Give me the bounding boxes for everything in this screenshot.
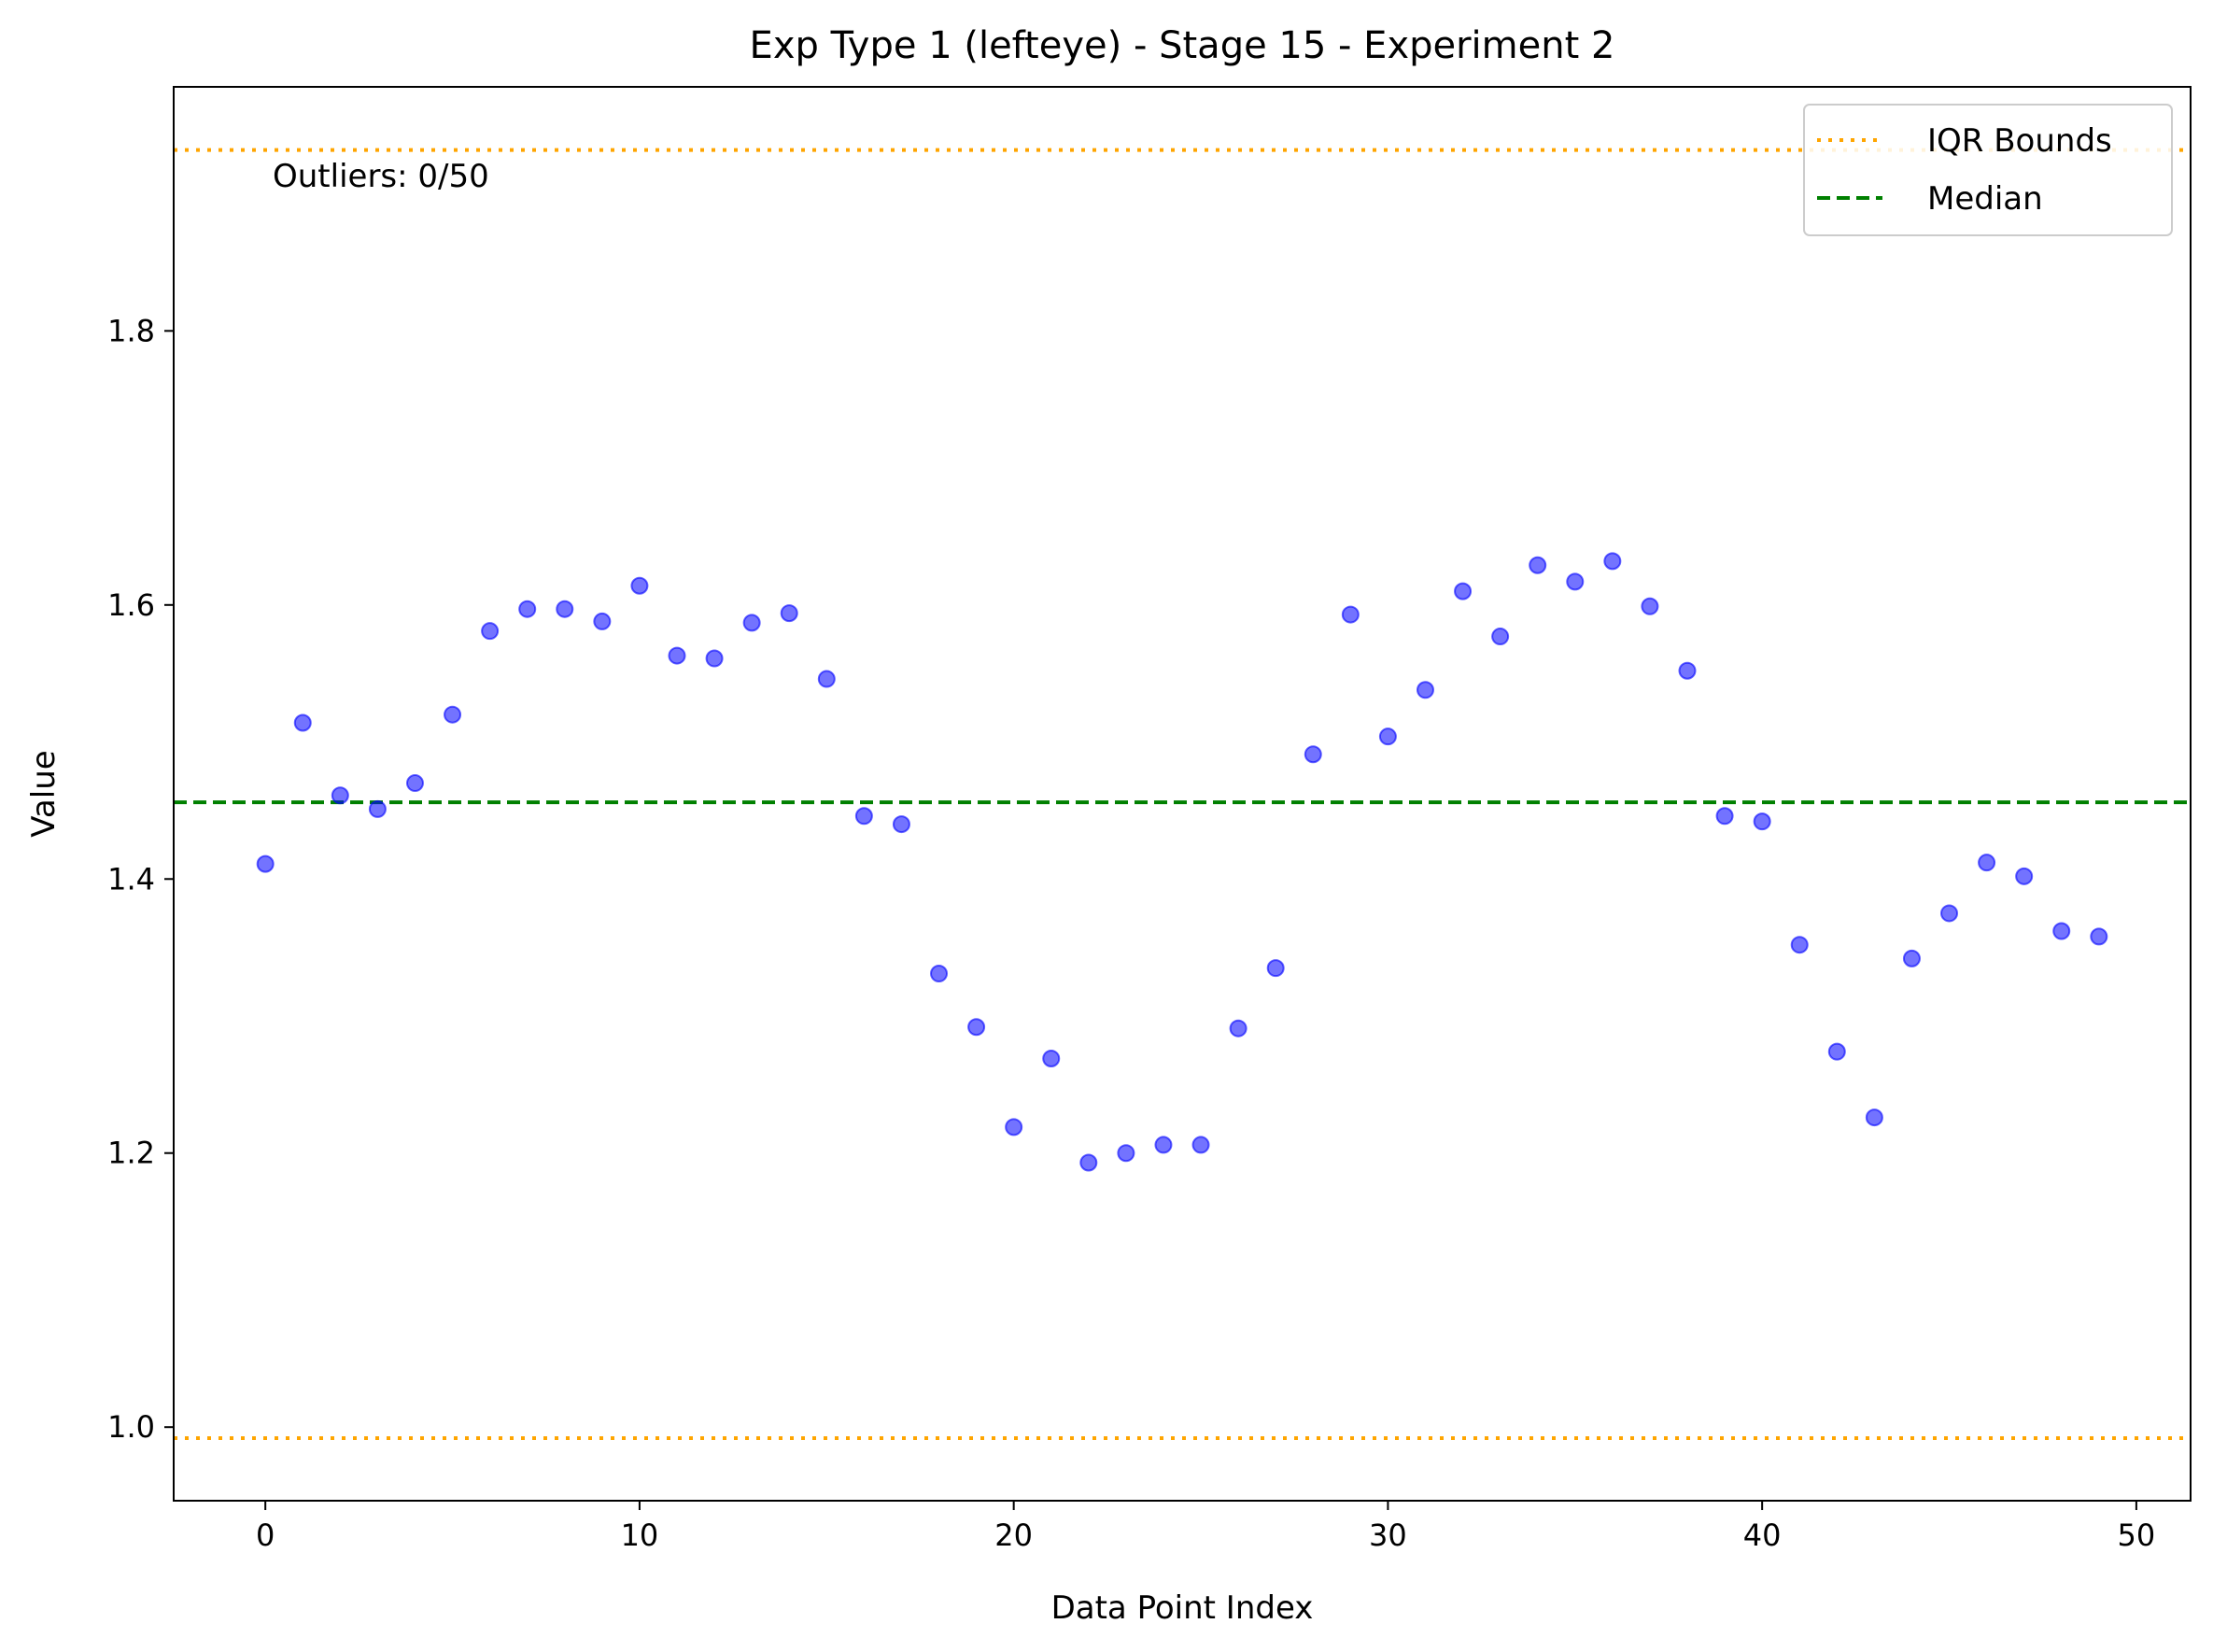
data-point [1940,904,1959,923]
data-point [854,807,873,826]
data-point [1678,661,1697,680]
data-point [444,705,462,724]
data-point [1416,681,1434,699]
data-point [481,622,500,641]
x-tick-label: 40 [1743,1518,1782,1553]
data-point [1005,1118,1023,1137]
data-point [1603,552,1622,571]
data-point [331,786,349,805]
legend-label: IQR Bounds [1927,122,2112,160]
data-point [1266,959,1285,978]
legend-label: Median [1927,180,2043,218]
data-point [556,600,574,618]
x-tick-label: 10 [621,1518,659,1553]
y-tick-label: 1.4 [107,861,155,897]
data-point [1753,812,1771,831]
data-point [742,614,761,632]
data-point [1154,1136,1173,1154]
data-point [2090,927,2108,946]
data-point [1117,1144,1135,1163]
data-point [1865,1108,1883,1127]
data-point [1491,628,1510,646]
data-point [1566,572,1585,591]
data-point [892,815,910,834]
data-point [293,713,312,732]
data-point [1827,1042,1846,1061]
legend: IQR Bounds Median [1803,104,2173,236]
data-point [256,854,275,873]
x-tick-label: 0 [256,1518,275,1553]
x-tick-label: 30 [1369,1518,1407,1553]
data-point [2015,867,2034,885]
data-point [930,965,949,983]
chart-title: Exp Type 1 (lefteye) - Stage 15 - Experi… [750,24,1615,67]
y-tick-label: 1.0 [107,1409,155,1445]
data-point [1229,1019,1247,1038]
data-point [593,612,612,630]
y-tick-label: 1.2 [107,1136,155,1171]
plot-area: 0 10 20 30 40 50 1.0 1.2 1.4 1.6 1.8 IQR Bounds Medi… [107,86,2192,1553]
data-point [1042,1049,1061,1067]
data-point [630,576,649,595]
data-point [1529,556,1547,574]
legend-box [1803,104,2173,236]
data-point [817,670,836,688]
data-point [1378,727,1397,746]
data-point [405,774,424,793]
data-point [2052,922,2071,940]
x-tick-label: 20 [994,1518,1033,1553]
outliers-annotation: Outliers: 0/50 [273,158,489,195]
data-point [1191,1136,1210,1154]
y-tick-label: 1.6 [107,587,155,623]
data-point [1079,1153,1098,1172]
data-point [705,649,724,668]
plot-frame [173,86,2192,1502]
data-point [668,646,686,665]
data-point [1641,597,1659,615]
data-point [1790,936,1809,954]
data-point [780,604,798,623]
x-axis-label: Data Point Index [1051,1589,1314,1627]
data-point [967,1018,986,1037]
data-point [1902,949,1921,967]
data-point [1454,582,1473,600]
data-point [1715,807,1734,826]
y-axis-label: Value [25,750,63,837]
data-point [518,600,537,618]
data-point [1341,605,1360,624]
data-point [368,799,387,818]
x-tick-label: 50 [2118,1518,2156,1553]
data-point [1978,854,1996,872]
data-point [1304,745,1322,764]
y-tick-label: 1.8 [107,313,155,348]
